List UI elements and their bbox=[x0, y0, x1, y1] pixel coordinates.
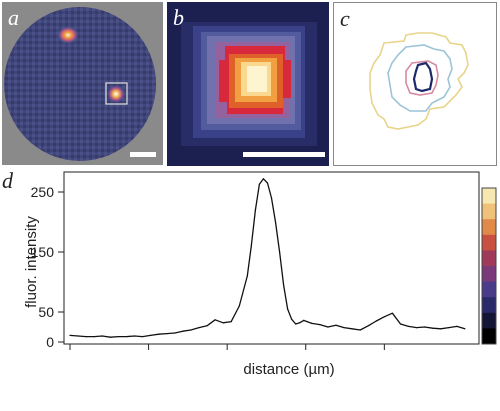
data-point bbox=[278, 251, 281, 253]
data-point bbox=[133, 335, 136, 337]
colorbar-segment bbox=[482, 312, 496, 329]
data-point bbox=[69, 334, 71, 336]
colorbar-segment bbox=[482, 219, 496, 236]
data-point bbox=[274, 221, 277, 223]
data-point bbox=[85, 336, 87, 338]
data-point bbox=[367, 325, 369, 327]
y-tick-label: 0 bbox=[46, 334, 54, 350]
data-point bbox=[456, 325, 458, 327]
data-point bbox=[391, 312, 393, 314]
zoomed-hotspot bbox=[167, 2, 329, 166]
data-point bbox=[150, 334, 152, 336]
colorbar-segment bbox=[482, 328, 496, 345]
data-point bbox=[125, 336, 128, 338]
data-point bbox=[295, 323, 297, 325]
intensity-contours bbox=[369, 32, 469, 130]
data-point bbox=[351, 328, 353, 330]
data-point bbox=[254, 209, 256, 211]
colorbar-segment bbox=[482, 188, 496, 205]
series-line-intensity bbox=[69, 178, 466, 338]
cell-body bbox=[4, 7, 156, 161]
data-point bbox=[214, 319, 216, 321]
colorbar-segment bbox=[482, 281, 496, 298]
data-point bbox=[266, 182, 269, 184]
contour-blue bbox=[387, 44, 453, 112]
data-point bbox=[174, 332, 176, 334]
data-point bbox=[222, 322, 224, 324]
data-point bbox=[448, 327, 450, 329]
data-point bbox=[141, 336, 144, 338]
data-point bbox=[432, 327, 434, 329]
panel-label-c: c bbox=[340, 6, 350, 31]
data-point bbox=[383, 316, 385, 318]
panel-label-b: b bbox=[173, 5, 184, 30]
contour-yellow bbox=[369, 32, 469, 130]
data-point bbox=[291, 318, 293, 320]
data-point bbox=[246, 275, 248, 277]
data-point bbox=[258, 183, 261, 185]
data-point bbox=[464, 328, 466, 330]
hotspot-upper bbox=[57, 26, 79, 44]
hotspot-lower bbox=[107, 85, 125, 103]
contour-navy bbox=[412, 61, 434, 93]
cell-micrograph bbox=[4, 7, 156, 161]
data-point bbox=[166, 333, 168, 335]
y-axis-title: fluor. intensity bbox=[23, 216, 40, 308]
data-point bbox=[375, 320, 377, 322]
data-point bbox=[327, 326, 329, 328]
data-point bbox=[303, 319, 305, 321]
scale-bar-b bbox=[243, 152, 325, 157]
data-point bbox=[440, 328, 442, 330]
y-tick-label: 150 bbox=[31, 244, 55, 260]
data-point bbox=[117, 336, 119, 338]
data-point bbox=[238, 305, 240, 307]
panel-label-a: a bbox=[8, 5, 19, 30]
x-axis-title: distance (µm) bbox=[243, 361, 334, 378]
data-point bbox=[250, 245, 252, 247]
data-point bbox=[182, 330, 184, 332]
y-tick-label: 50 bbox=[38, 304, 54, 320]
y-tick-label: 250 bbox=[31, 184, 55, 200]
data-point bbox=[415, 327, 418, 329]
data-point bbox=[399, 323, 402, 325]
data-point bbox=[407, 325, 410, 327]
panel-a-cell-image: a bbox=[2, 2, 163, 165]
data-point bbox=[93, 336, 95, 338]
panel-b-zoom-image: b bbox=[167, 2, 329, 166]
data-point bbox=[198, 327, 200, 329]
data-point bbox=[299, 322, 301, 324]
colorbar-segment bbox=[482, 250, 496, 267]
data-point bbox=[335, 324, 337, 326]
colorbar-segment bbox=[482, 234, 496, 251]
data-point bbox=[424, 326, 426, 328]
data-point bbox=[343, 327, 345, 329]
plot-frame bbox=[63, 171, 480, 345]
colorbar-segment bbox=[482, 203, 496, 220]
data-point bbox=[190, 329, 192, 331]
panel-c-contour-plot: c bbox=[333, 2, 497, 166]
data-point bbox=[158, 333, 160, 335]
data-point bbox=[287, 308, 289, 310]
colorbar-segment bbox=[482, 297, 496, 314]
data-point bbox=[262, 178, 265, 180]
panel-label-d: d bbox=[2, 168, 13, 193]
contour-pink bbox=[405, 60, 439, 96]
data-point bbox=[77, 335, 79, 337]
data-point bbox=[319, 324, 321, 326]
data-point bbox=[230, 321, 232, 323]
colorbar-segment bbox=[482, 266, 496, 283]
data-point bbox=[206, 325, 208, 327]
data-point bbox=[359, 329, 361, 331]
data-point bbox=[109, 336, 111, 338]
zoom-region-box bbox=[105, 82, 128, 105]
colorbar-frame bbox=[481, 187, 497, 345]
data-point bbox=[101, 335, 103, 337]
data-point bbox=[311, 322, 313, 324]
data-point bbox=[282, 284, 285, 286]
data-point bbox=[270, 197, 273, 199]
scale-bar-a bbox=[130, 152, 156, 157]
